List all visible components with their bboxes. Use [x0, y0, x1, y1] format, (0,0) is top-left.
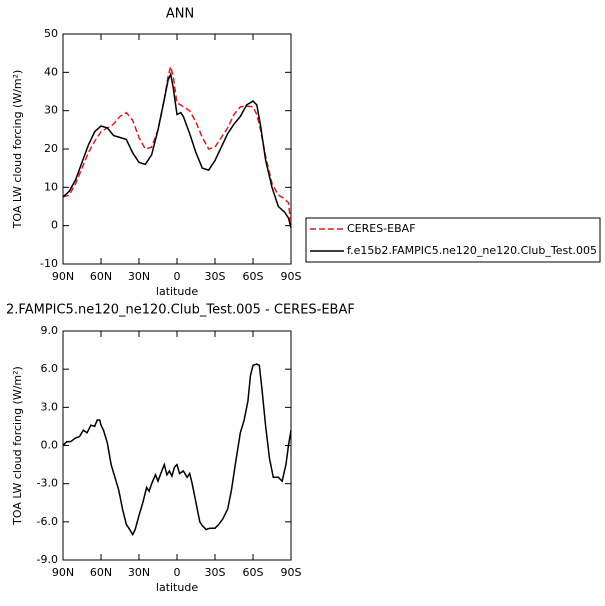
x-tick-label: 30S [205, 270, 226, 283]
y-tick-label: -10 [40, 257, 58, 270]
x-tick-label: 0 [174, 270, 181, 283]
legend-box [305, 217, 601, 263]
data-line [62, 71, 292, 228]
x-tick-label: 90N [52, 566, 74, 579]
y-tick-label: 0 [51, 219, 58, 232]
legend-label: f.e15b2.FAMPIC5.ne120_ne120.Club_Test.00… [347, 244, 597, 257]
plot-frame [62, 330, 292, 561]
x-tick-label: 60N [90, 270, 112, 283]
y-tick-label: 10 [44, 180, 58, 193]
x-tick-label: 60N [90, 566, 112, 579]
x-tick-label: 90S [281, 270, 302, 283]
data-line [62, 363, 292, 537]
x-axis-label: latitude [156, 581, 198, 594]
y-tick-label: 40 [44, 65, 58, 78]
y-tick-label: 9.0 [41, 324, 59, 337]
plot-frame [62, 33, 292, 265]
data-line [62, 63, 292, 226]
y-tick-label: 50 [44, 27, 58, 40]
y-tick-label: 0.0 [41, 439, 59, 452]
x-tick-label: 90S [281, 566, 302, 579]
y-tick-label: -3.0 [37, 477, 58, 490]
y-tick-label: 20 [44, 142, 58, 155]
x-tick-label: 30N [128, 566, 150, 579]
x-tick-label: 60S [243, 270, 264, 283]
x-tick-label: 90N [52, 270, 74, 283]
y-axis-label: TOA LW cloud forcing (W/m²) [11, 366, 24, 526]
y-tick-label: 3.0 [41, 400, 59, 413]
x-tick-label: 60S [243, 566, 264, 579]
chart-title: ANN [166, 7, 194, 22]
x-tick-label: 30S [205, 566, 226, 579]
chart-title: 2.FAMPIC5.ne120_ne120.Club_Test.005 - CE… [6, 303, 355, 318]
x-axis-label: latitude [156, 285, 198, 298]
x-tick-label: 30N [128, 270, 150, 283]
x-tick-label: 0 [174, 566, 181, 579]
y-tick-label: 6.0 [41, 362, 59, 375]
y-tick-label: -9.0 [37, 553, 58, 566]
y-axis-label: TOA LW cloud forcing (W/m²) [11, 70, 24, 230]
y-tick-label: -6.0 [37, 515, 58, 528]
y-tick-label: 30 [44, 104, 58, 117]
legend-label: CERES-EBAF [347, 222, 416, 235]
